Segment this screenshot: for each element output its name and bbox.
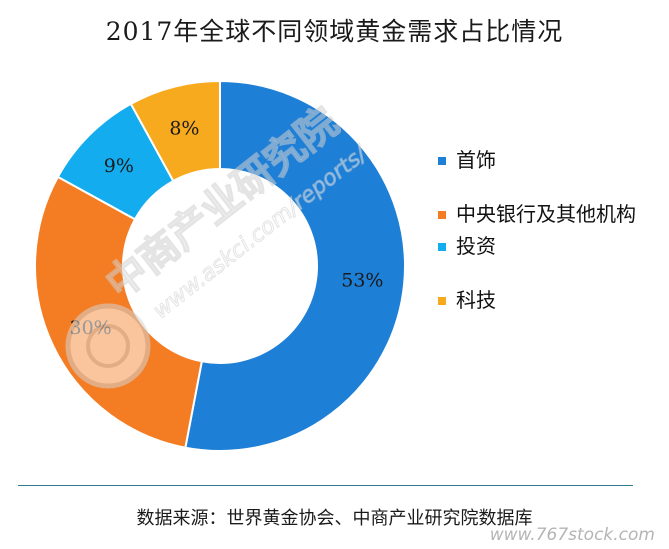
- legend-item-investment: 投资: [438, 234, 663, 258]
- legend-label: 首饰: [456, 148, 496, 172]
- source-note: 数据来源：世界黄金协会、中商产业研究院数据库: [136, 508, 533, 529]
- divider: [18, 485, 633, 486]
- legend-swatch: [438, 243, 446, 251]
- slice-jewelry: [184, 79, 406, 452]
- legend-item-technology: 科技: [438, 288, 663, 312]
- watermark-corner: www.767stock.com: [489, 525, 655, 545]
- legend-label: 中央银行及其他机构: [456, 202, 636, 226]
- slice-label-jewelry: 53%: [341, 269, 383, 291]
- legend-label: 科技: [456, 288, 496, 312]
- legend: 首饰 中央银行及其他机构 投资 科技: [438, 148, 663, 342]
- legend-item-central-banks: 中央银行及其他机构: [438, 202, 663, 226]
- slice-technology: [129, 79, 221, 183]
- chart-title: 2017年全球不同领域黄金需求占比情况: [105, 17, 564, 46]
- legend-item-jewelry: 首饰: [438, 148, 663, 172]
- slice-label-investment: 9%: [104, 155, 134, 177]
- legend-swatch: [438, 211, 446, 219]
- legend-swatch: [438, 297, 446, 305]
- legend-label: 投资: [456, 234, 496, 258]
- slice-label-technology: 8%: [169, 117, 199, 139]
- legend-swatch: [438, 157, 446, 165]
- askci-logo-icon: [65, 303, 151, 389]
